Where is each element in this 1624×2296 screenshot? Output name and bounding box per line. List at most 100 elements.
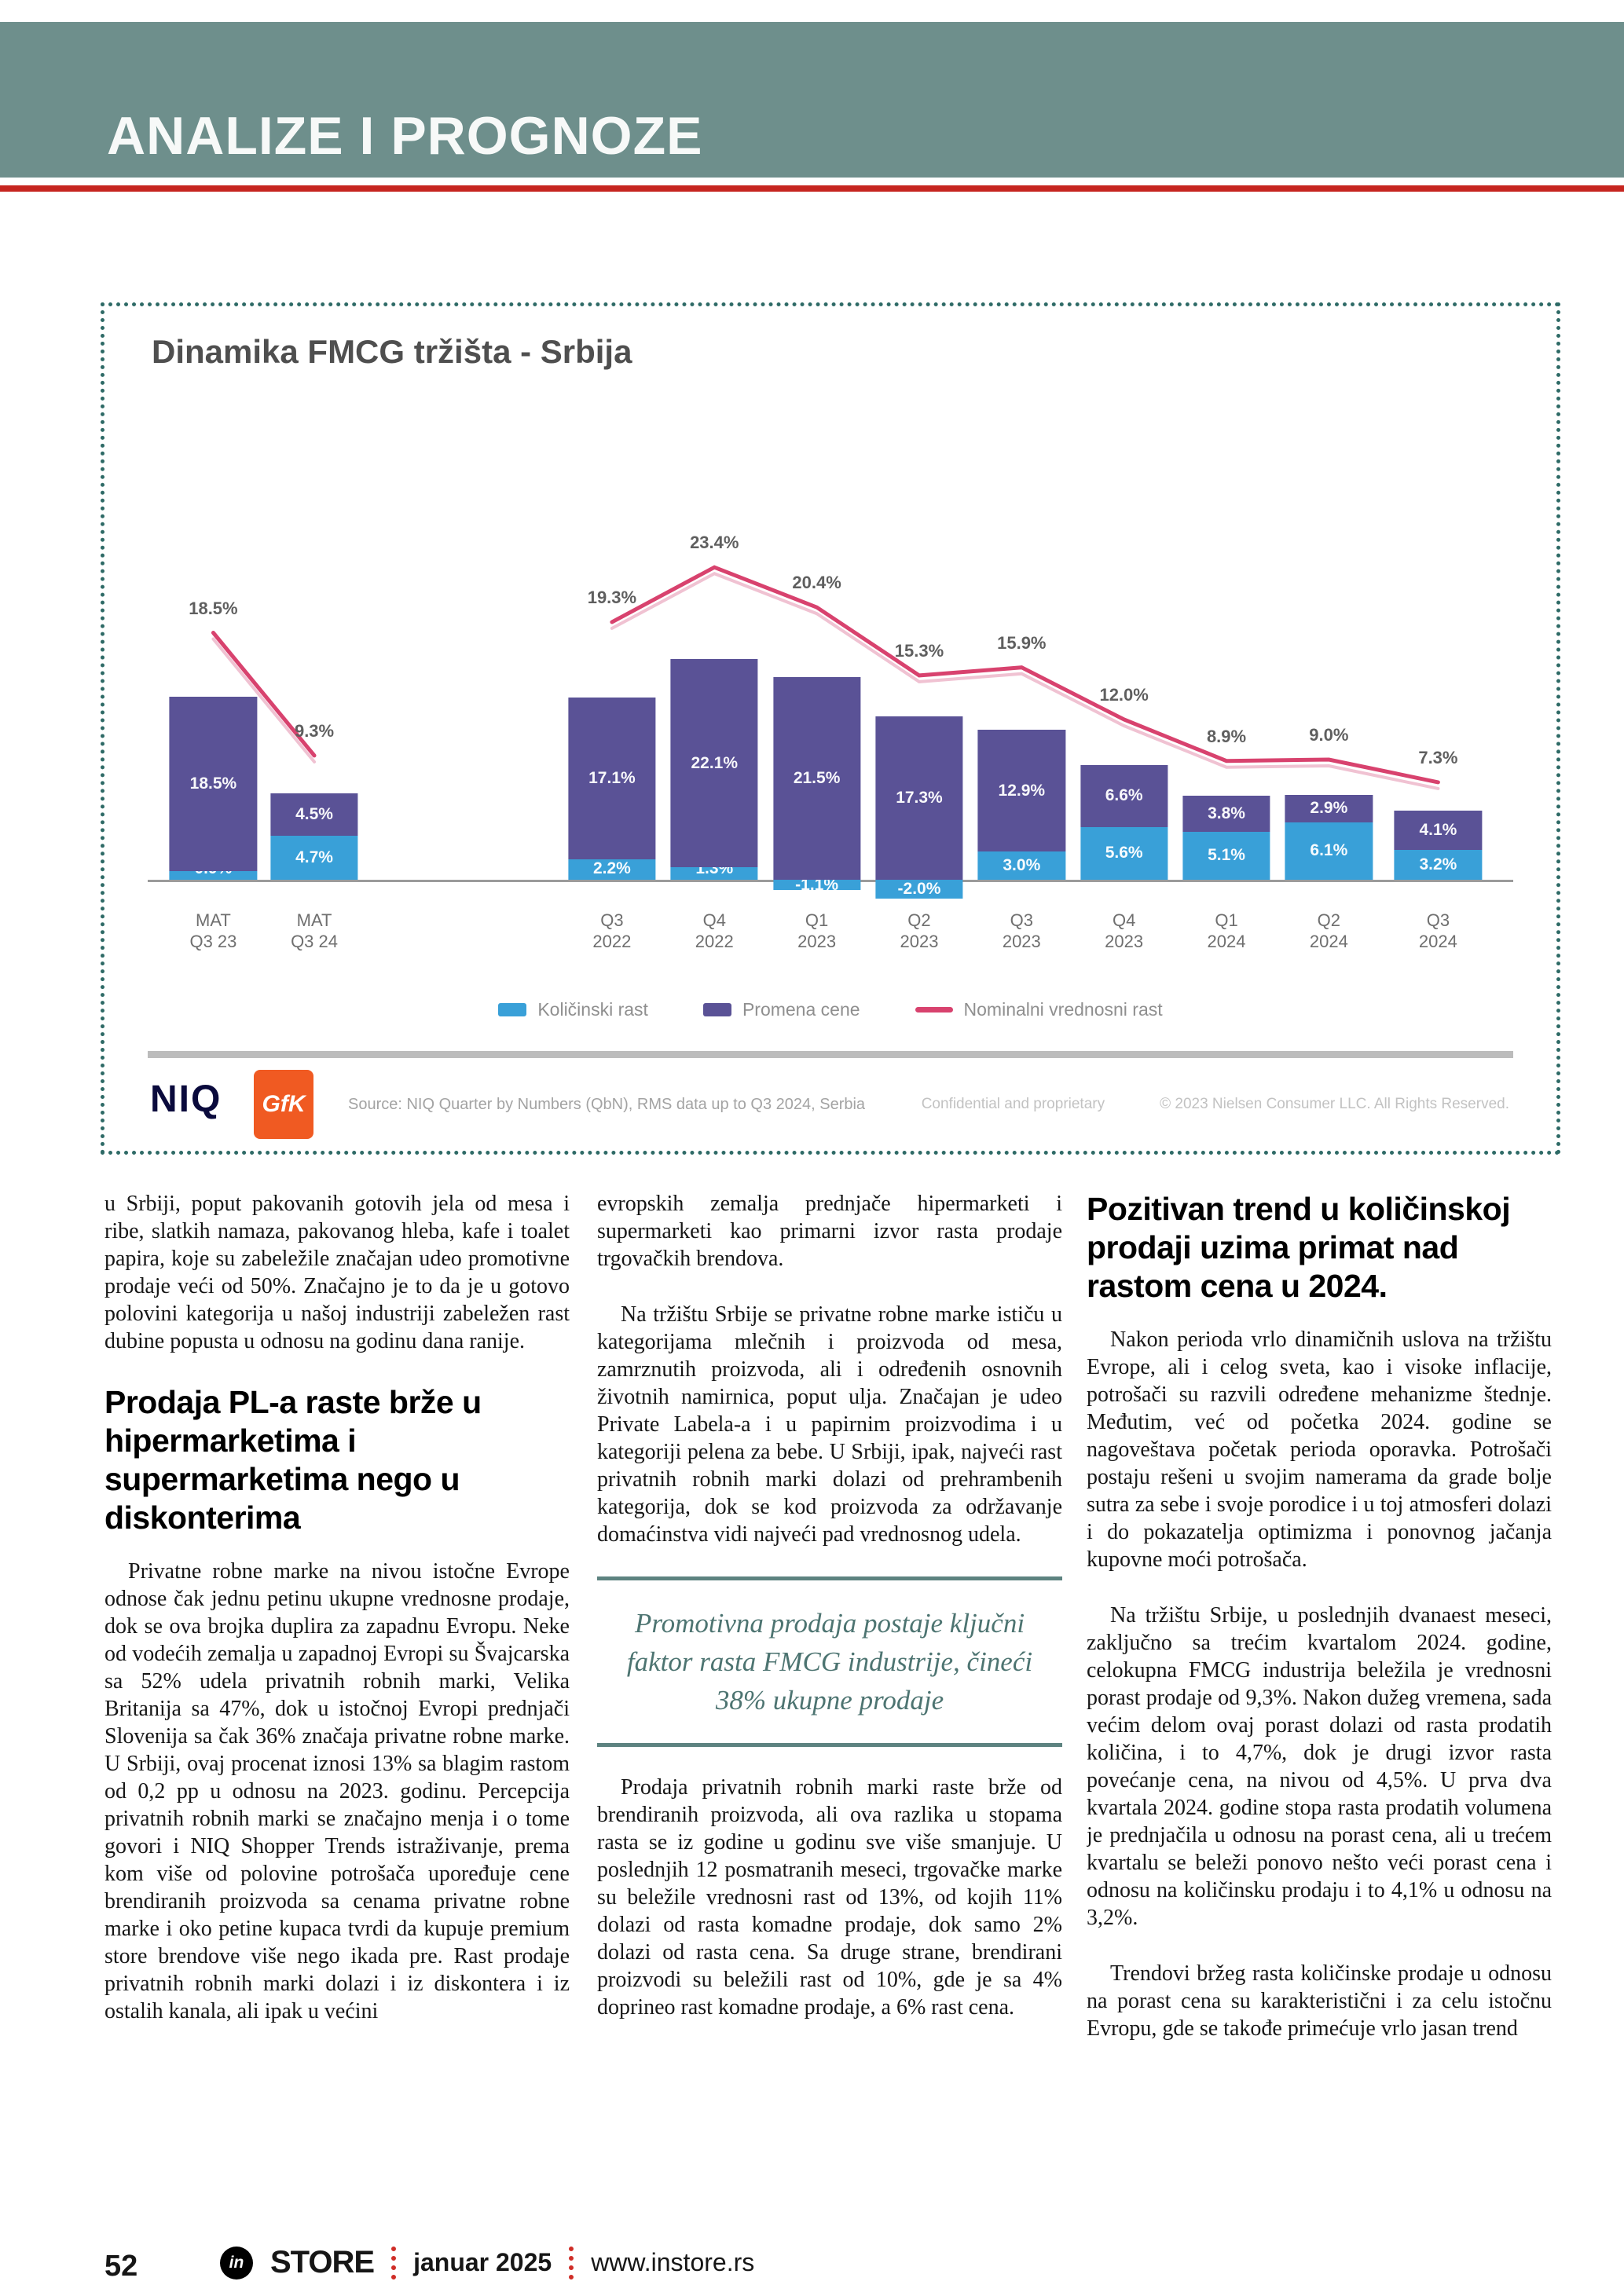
price-bar-segment: 3.8% [1182,796,1270,832]
line-value-label: 19.3% [587,587,637,607]
bar-value-label: 3.0% [1003,856,1041,874]
price-bar-segment: 6.6% [1080,764,1168,827]
bar-value-label: 2.9% [1310,799,1348,818]
paragraph: u Srbiji, poput pakovanih gotovih jela o… [104,1192,570,1353]
line-value-label: 8.9% [1206,726,1247,746]
x-axis-tick-label: Q4 2023 [1105,910,1144,951]
x-axis-tick-label: Q1 2024 [1207,910,1246,951]
article-column-1: u Srbiji, poput pakovanih gotovih jela o… [104,1190,570,2258]
chart-panel: Dinamika FMCG tržišta - Srbija 0.9% 18.5%… [101,302,1560,1155]
volume-bar-segment: 6.1% [1285,822,1373,880]
issue-date: januar 2025 [413,2248,552,2276]
bar-value-label: 3.2% [1419,855,1457,873]
dotted-separator [569,2246,574,2280]
section-heading: Pozitivan trend u količinskoj prodaji uz… [1087,1191,1511,1304]
bar-value-label: 4.1% [1419,820,1457,839]
line-value-label: 15.3% [894,640,944,661]
website-url: www.instore.rs [591,2248,755,2276]
x-axis-tick-label: Q3 2023 [1002,910,1041,951]
x-axis-tick-label: Q1 2023 [797,910,837,951]
bar-value-label: 5.1% [1208,846,1245,865]
pull-quote: Promotivna prodaja postaje ključni fakto… [597,1576,1062,1747]
bar-value-label: 2.2% [592,859,631,877]
gfk-logo: GfK [254,1070,313,1139]
article-column-3: Pozitivan trend u količinskoj prodaji uz… [1087,1190,1552,2258]
x-axis-tick-label: Q2 2024 [1309,910,1348,951]
paragraph: evropskih zemalja prednjače hipermarketi… [597,1192,1062,1271]
panel-divider [148,1051,1513,1058]
bar-value-label: 18.5% [189,774,237,793]
bar-value-label: 12.9% [998,781,1046,800]
volume-bar-segment: 5.1% [1182,831,1270,880]
nominal-growth-line [148,408,1513,1005]
legend-item-nominal: Nominalni vrednosni rast [915,999,1163,1020]
nominal-growth-line-path [213,639,314,762]
price-bar-segment: 4.1% [1394,811,1483,850]
price-bar-segment: 18.5% [169,697,258,872]
page-number: 52 [104,2250,138,2283]
footer-brand-row: in STORE januar 2025 www.instore.rs [220,2245,754,2280]
bar-value-label: -1.1% [795,875,839,894]
bar-value-label: -2.0% [897,880,941,898]
section-heading: Prodaja PL-a raste brže u hipermarketima… [104,1384,482,1536]
volume-bar-segment: 1.3% [670,859,758,880]
bar-value-label: 4.5% [295,804,333,823]
paragraph: Nakon perioda vrlo dinamičnih uslova na … [1087,1327,1552,1572]
chart-title: Dinamika FMCG tržišta - Srbija [152,333,632,370]
niq-logo: NIQ [150,1078,222,1120]
nominal-growth-line-path [612,567,1438,782]
instore-logo-icon: in [220,2246,253,2280]
price-bar-segment: 17.1% [568,698,656,859]
bar-value-label: 4.7% [295,848,333,866]
bar-value-label: 17.1% [588,768,636,787]
volume-bar-segment: 3.2% [1394,849,1483,880]
line-value-label: 23.4% [690,533,739,553]
paragraph: Na tržištu Srbije, u poslednjih dvanaest… [1087,1603,1552,1930]
legend-label: Količinski rast [537,999,648,1020]
nominal-growth-line-path [213,633,314,756]
legend-label: Promena cene [742,999,860,1020]
price-swatch-icon [702,1003,731,1016]
legend-label: Nominalni vrednosni rast [963,999,1163,1020]
chart-source-text: Source: NIQ Quarter by Numbers (QbN), RM… [348,1096,866,1113]
paragraph: Prodaja privatnih robnih marki raste brž… [597,1775,1062,2020]
confidential-text: Confidential and proprietary [921,1096,1105,1112]
x-axis-tick-label: Q2 2023 [900,910,939,951]
bar-value-label: 6.6% [1105,786,1143,805]
price-bar-segment: 12.9% [977,730,1065,851]
x-axis-tick-label: MAT Q3 24 [291,910,338,951]
volume-bar-segment: 4.7% [270,835,358,880]
chart-legend: Količinski rast Promena cene Nominalni v… [104,999,1556,1020]
line-value-label: 20.4% [792,573,841,593]
price-bar-segment: 4.5% [270,793,358,836]
line-swatch-icon [915,1007,953,1013]
volume-bar-segment: 0.9% [169,859,258,880]
line-value-label: 9.0% [1309,725,1349,745]
x-axis-tick-label: MAT Q3 23 [189,910,237,951]
line-value-label: 12.0% [1099,685,1149,705]
page-title: ANALIZE I PROGNOZE [107,106,703,166]
paragraph: Privatne robne marke na nivou istočne Ev… [104,1559,570,2023]
price-bar-segment: 21.5% [773,677,861,880]
price-bar-segment: 2.9% [1285,795,1373,822]
x-axis-tick-label: Q3 2022 [592,910,632,951]
line-value-label: 7.3% [1418,747,1458,767]
x-axis-tick-label: Q3 2024 [1418,910,1457,951]
price-bar-segment: 17.3% [875,716,963,880]
legend-item-price: Promena cene [702,999,860,1020]
article-column-2: evropskih zemalja prednjače hipermarketi… [597,1190,1062,2258]
volume-bar-segment: -2.0% [875,880,963,899]
bar-value-label: 21.5% [793,769,841,787]
line-value-label: 9.3% [294,720,335,741]
brand-name: STORE [270,2245,375,2280]
bar-value-label: 17.3% [896,789,943,807]
bar-value-label: 6.1% [1310,841,1348,860]
line-value-label: 15.9% [997,632,1047,653]
volume-bar-segment: 2.2% [568,859,656,880]
nominal-growth-line-path [612,573,1438,789]
volume-swatch-icon [498,1003,527,1016]
volume-bar-segment: -1.1% [773,876,861,894]
dotted-separator [391,2246,397,2280]
legend-item-volume: Količinski rast [498,999,648,1020]
